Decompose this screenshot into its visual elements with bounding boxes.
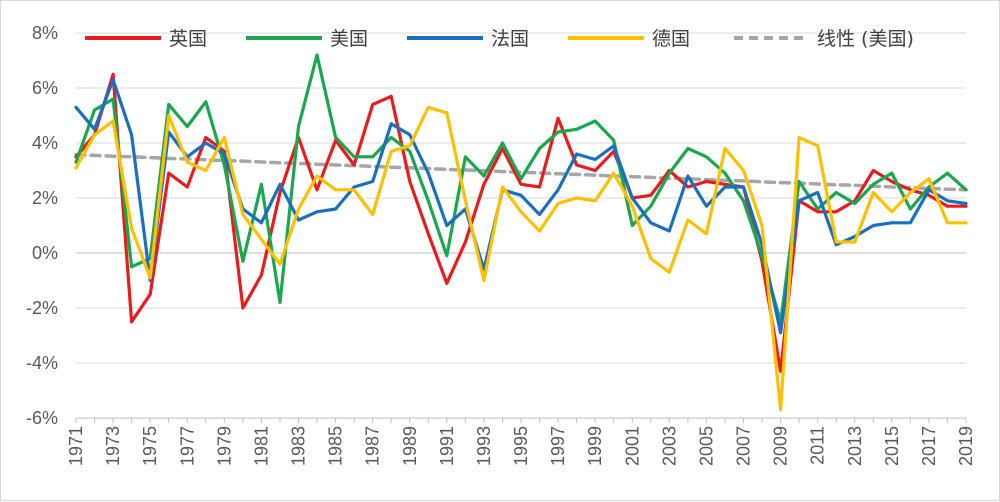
x-tick-label: 1993 — [474, 426, 494, 466]
x-tick-label: 2007 — [734, 426, 754, 466]
x-tick-label: 1999 — [585, 426, 605, 466]
x-tick-label: 1983 — [289, 426, 309, 466]
x-tick-label: 2009 — [771, 426, 791, 466]
y-tick-label: 4% — [32, 133, 58, 153]
series-line-series-0 — [74, 72, 968, 373]
y-tick-label: -6% — [26, 408, 58, 428]
series-line-series-2 — [74, 78, 968, 335]
x-tick-label: 2003 — [659, 426, 679, 466]
x-tick-label: 2001 — [622, 426, 642, 466]
y-axis-tick-labels: 8% 6% 4% 2% 0% -2% -4% -6% — [26, 23, 58, 428]
series-line-series-3 — [74, 105, 968, 412]
axes — [75, 252, 967, 423]
legend-label: 德国 — [652, 28, 690, 50]
y-tick-label: 8% — [32, 23, 58, 43]
x-tick-label: 2017 — [919, 426, 939, 466]
x-tick-label: 1985 — [326, 426, 346, 466]
x-tick-label: 2019 — [956, 426, 976, 466]
x-tick-label: 1981 — [251, 426, 271, 466]
x-tick-label: 2011 — [808, 426, 828, 465]
x-tick-label: 1975 — [140, 426, 160, 466]
x-tick-label: 1989 — [400, 426, 420, 466]
x-tick-label: 1971 — [66, 426, 86, 466]
series-line-series-1 — [74, 53, 968, 324]
x-tick-label: 1977 — [177, 426, 197, 466]
x-tick-label: 1987 — [363, 426, 383, 466]
legend-label: 线性 (美国) — [817, 28, 914, 50]
x-tick-label: 1991 — [437, 426, 457, 466]
series-lines — [74, 53, 968, 412]
x-tick-label: 1979 — [214, 426, 234, 466]
x-tick-label: 2015 — [882, 426, 902, 466]
legend-label: 美国 — [330, 28, 368, 50]
legend: 英国 美国 法国 德国 线性 (美国) — [85, 28, 914, 50]
x-axis-tick-labels: 1971 1973 1975 1977 1979 1981 1983 1985 1987 1989… — [66, 426, 976, 466]
y-tick-label: 2% — [32, 188, 58, 208]
y-tick-label: 0% — [32, 243, 58, 263]
x-tick-label: 1973 — [103, 426, 123, 466]
x-tick-label: 1997 — [548, 426, 568, 466]
y-tick-label: 6% — [32, 78, 58, 98]
y-tick-label: -4% — [26, 353, 58, 373]
x-tick-label: 2005 — [696, 426, 716, 466]
legend-label: 法国 — [491, 28, 529, 50]
x-tick-label: 2013 — [845, 426, 865, 466]
y-tick-label: -2% — [26, 298, 58, 318]
x-tick-label: 1995 — [511, 426, 531, 466]
legend-label: 英国 — [169, 28, 207, 50]
